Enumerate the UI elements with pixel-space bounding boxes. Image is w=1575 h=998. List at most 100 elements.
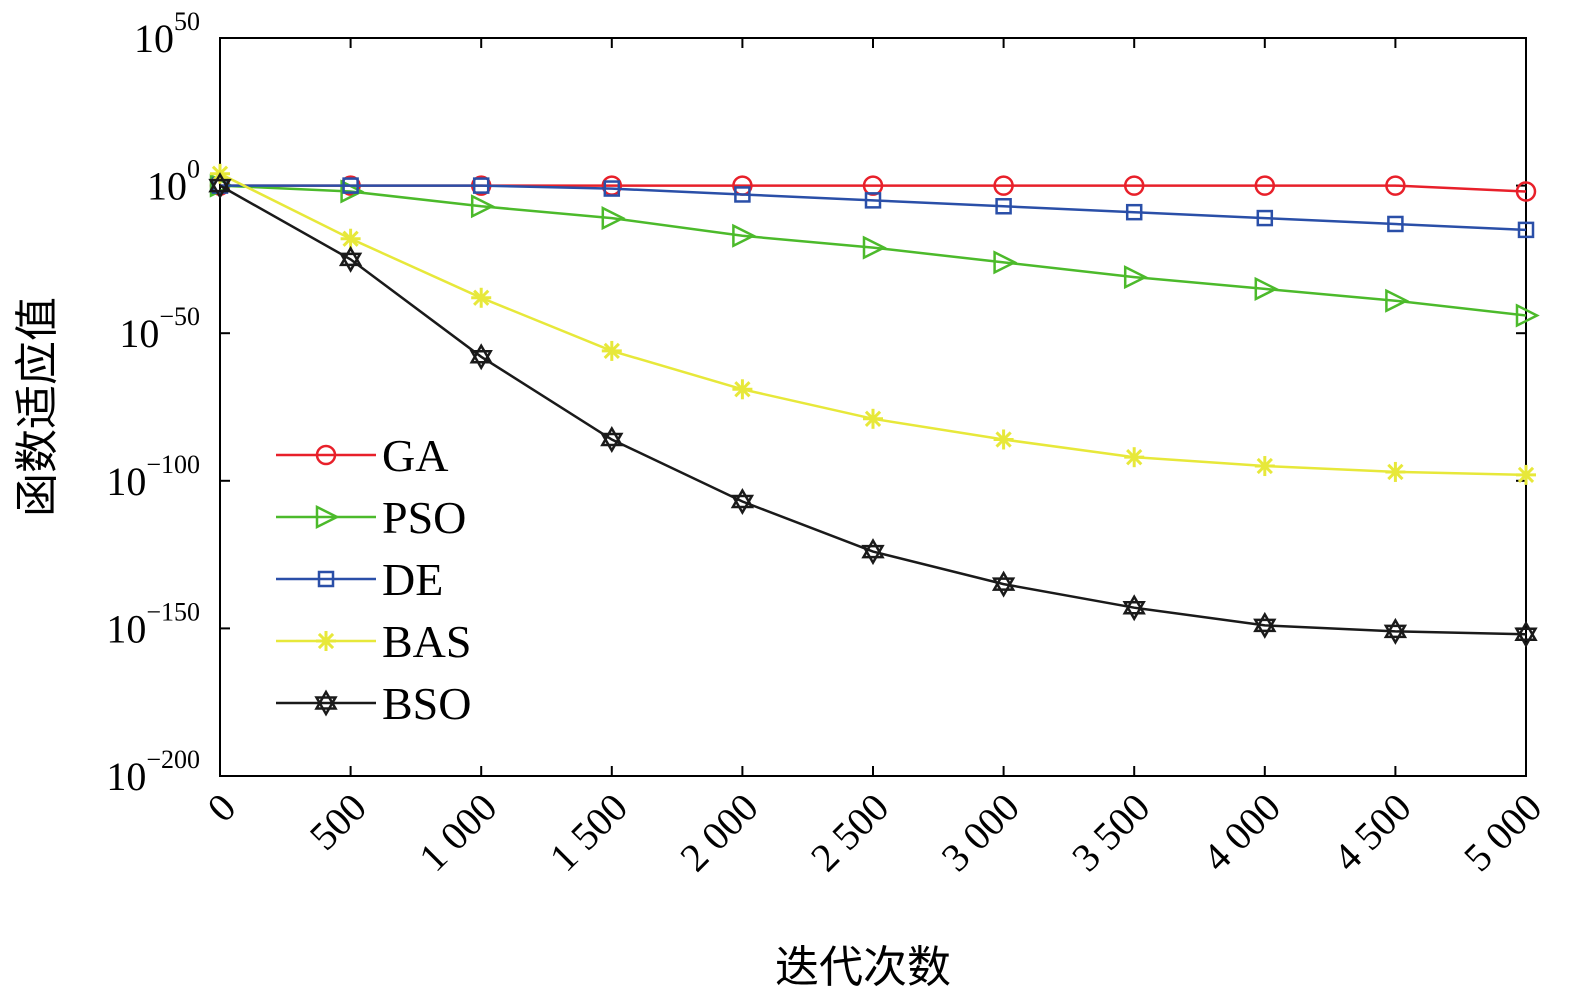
y-tick-exponent: 50 <box>174 7 200 36</box>
legend-label: BAS <box>382 616 471 667</box>
series-bso <box>208 172 1538 648</box>
data-point-ga <box>993 175 1014 196</box>
data-point-pso <box>1515 303 1540 328</box>
legend-item-ga: GA <box>276 430 448 481</box>
data-point-pso <box>470 194 495 219</box>
y-tick-base: 10 <box>106 459 146 504</box>
y-tick-label: 10−150 <box>106 597 200 651</box>
data-point-de <box>472 177 490 194</box>
y-tick-label: 10−100 <box>106 450 200 504</box>
data-point-de <box>1387 215 1404 233</box>
data-point-bas <box>1254 456 1275 477</box>
legend-item-de: DE <box>276 554 443 605</box>
y-axis-label: 函数适应值 <box>12 297 63 517</box>
data-point-de <box>734 186 751 203</box>
data-point-ga <box>1254 175 1276 196</box>
y-tick-exponent: −150 <box>146 597 200 626</box>
y-tick-exponent: −200 <box>146 745 200 774</box>
data-point-ga <box>1515 181 1537 202</box>
x-tick-label: 0 <box>198 785 244 831</box>
data-point-de <box>1256 209 1274 227</box>
data-point-pso <box>993 250 1018 275</box>
legend-marker <box>315 504 340 530</box>
y-tick-base: 10 <box>134 16 174 61</box>
y-tick-base: 10 <box>106 754 146 799</box>
data-point-bas <box>340 228 361 249</box>
data-point-bso <box>730 487 755 516</box>
data-point-bas <box>1124 447 1145 468</box>
y-tick-label: 10−50 <box>119 302 200 356</box>
data-point-bso <box>1253 611 1277 639</box>
legend-marker <box>317 570 335 588</box>
data-point-bso <box>208 172 232 200</box>
data-point-de <box>995 198 1012 215</box>
y-tick-label: 10−200 <box>106 745 200 799</box>
data-point-bas <box>993 429 1014 450</box>
plot-area <box>219 37 1527 777</box>
series-de <box>211 177 1535 239</box>
x-tick-label: 1 000 <box>410 785 505 880</box>
data-point-pso <box>862 235 887 260</box>
data-point-pso <box>1254 276 1279 301</box>
data-point-bso <box>861 538 885 566</box>
series-line-bso <box>219 184 1527 636</box>
data-point-de <box>342 177 359 194</box>
legend-marker <box>315 444 337 466</box>
data-point-bso <box>469 343 493 371</box>
data-point-bas <box>732 379 753 400</box>
legend-label: PSO <box>382 492 466 543</box>
series-line-de <box>220 184 1527 232</box>
data-point-de <box>1517 221 1535 239</box>
x-tick-label: 500 <box>301 785 375 859</box>
x-tick-label: 1 500 <box>541 785 636 880</box>
data-point-bas <box>471 287 492 308</box>
legend-label: BSO <box>382 678 471 729</box>
y-tick-label: 100 <box>147 155 200 209</box>
x-tick-label: 2 000 <box>671 785 766 880</box>
y-tick-exponent: −50 <box>159 302 200 331</box>
data-point-bas <box>1385 461 1406 482</box>
data-point-bso <box>1514 620 1538 648</box>
y-tick-base: 10 <box>119 311 159 356</box>
x-axis-label: 迭代次数 <box>775 942 951 993</box>
y-tick-label: 1050 <box>134 7 200 61</box>
x-tick-label: 3 000 <box>933 785 1028 880</box>
legend-marker <box>314 689 338 717</box>
legend-item-bas: BAS <box>276 616 471 667</box>
data-point-bas <box>601 340 622 361</box>
data-point-de <box>1125 203 1143 221</box>
data-point-bas <box>863 408 883 429</box>
legend: GA PSO DE BAS BSO <box>276 430 471 729</box>
y-tick-base: 10 <box>147 164 187 209</box>
data-point-bso <box>600 425 624 454</box>
y-tick-base: 10 <box>106 606 146 651</box>
data-point-bas <box>1516 464 1536 485</box>
data-point-bso <box>1122 594 1146 622</box>
data-point-pso <box>601 206 626 231</box>
y-tick-exponent: 0 <box>187 155 200 184</box>
data-point-ga <box>1385 175 1406 196</box>
data-point-bso <box>1383 617 1408 645</box>
x-tick-label: 3 500 <box>1063 785 1158 880</box>
y-tick-exponent: −100 <box>146 450 200 479</box>
data-point-pso <box>1123 265 1148 290</box>
data-point-pso <box>1385 288 1410 313</box>
x-tick-label: 4 500 <box>1324 785 1419 880</box>
data-point-bso <box>338 245 363 273</box>
x-tick-label: 5 000 <box>1455 785 1550 880</box>
data-point-de <box>603 180 621 197</box>
series-bas <box>210 163 1536 485</box>
x-tick-label: 2 500 <box>802 785 897 880</box>
legend-marker <box>316 631 336 651</box>
data-point-de <box>864 192 882 209</box>
legend-item-bso: BSO <box>276 678 471 729</box>
x-tick-label: 4 000 <box>1194 785 1289 880</box>
series-line-pso <box>219 184 1527 317</box>
data-point-ga <box>1123 175 1145 196</box>
data-point-bso <box>991 570 1016 598</box>
legend-label: GA <box>382 430 448 481</box>
series-layer <box>208 163 1540 648</box>
data-point-pso <box>732 223 757 248</box>
